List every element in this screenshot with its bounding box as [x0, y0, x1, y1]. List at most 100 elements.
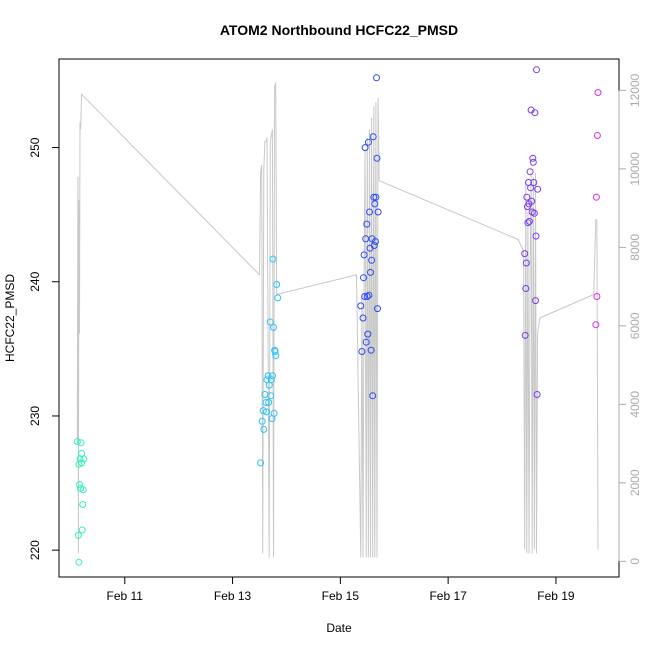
data-point: [533, 391, 541, 398]
data-point: [593, 132, 601, 139]
data-point: [78, 459, 86, 467]
data-point: [270, 409, 278, 417]
data-point: [534, 185, 542, 193]
data-point: [526, 168, 534, 176]
data-point: [364, 330, 372, 338]
x-tick-label: Feb 17: [429, 589, 467, 603]
data-point: [368, 256, 376, 264]
x-tick-label: Feb 15: [322, 589, 360, 603]
x-tick-label: Feb 13: [214, 589, 252, 603]
x-axis: Feb 11 Feb 13 Feb 15 Feb 17 Feb 19: [107, 576, 575, 603]
data-point: [373, 154, 381, 162]
right-y-tick-label: 4000: [628, 391, 642, 418]
data-point: [363, 220, 371, 228]
data-point: [79, 486, 87, 494]
right-y-tick-label: 10000: [628, 152, 642, 186]
altitude-line: [76, 82, 599, 558]
data-point: [75, 558, 83, 566]
data-point: [76, 480, 83, 488]
data-point: [528, 197, 536, 205]
data-point: [358, 348, 366, 355]
data-point: [530, 209, 538, 217]
series-1: [73, 438, 88, 566]
data-point: [362, 338, 370, 346]
data-point: [267, 376, 275, 384]
right-y-tick-label: 12000: [628, 73, 642, 107]
right-y-tick-label: 2000: [628, 469, 642, 496]
data-point: [263, 408, 270, 416]
data-point: [259, 407, 267, 415]
data-point: [366, 208, 373, 216]
data-point: [364, 138, 372, 146]
data-point: [258, 417, 266, 425]
data-point: [370, 193, 378, 201]
data-point: [274, 294, 282, 302]
data-point: [592, 193, 600, 201]
data-point: [593, 293, 601, 300]
data-point: [522, 285, 530, 292]
data-point: [533, 66, 540, 74]
data-point: [369, 133, 377, 141]
right-y-tick-label: 0: [628, 558, 642, 565]
data-points-layer: [73, 66, 602, 566]
data-point: [77, 439, 85, 447]
data-point: [527, 184, 535, 192]
data-point: [529, 158, 537, 166]
data-point: [80, 455, 88, 463]
data-point: [360, 274, 367, 282]
data-point: [266, 318, 274, 326]
data-point: [531, 109, 539, 117]
data-point: [522, 259, 530, 267]
data-point: [532, 232, 540, 240]
data-point: [369, 392, 377, 400]
data-point: [594, 89, 602, 96]
right-y-axis: 0 2000 4000 6000 8000 10000 12000: [618, 73, 642, 565]
data-point: [526, 217, 533, 225]
data-point: [265, 399, 273, 406]
x-tick-label: Feb 11: [107, 589, 144, 603]
series-3: [357, 74, 382, 400]
x-tick-label: Feb 19: [537, 589, 575, 603]
data-point: [374, 305, 381, 313]
data-point: [367, 346, 375, 354]
y-axis: 220 230 240 250: [28, 137, 60, 560]
data-point: [363, 293, 371, 300]
y-tick-label: 250: [28, 137, 42, 157]
series-2: [257, 255, 282, 467]
series-5: [592, 89, 602, 329]
data-point: [523, 193, 531, 201]
data-point: [524, 219, 532, 227]
data-point: [367, 268, 374, 276]
data-point: [273, 281, 281, 288]
series-4: [521, 66, 542, 398]
y-axis-label: HCFC22_PMSD: [3, 274, 17, 362]
chart-title: ATOM2 Northbound HCFC22_PMSD: [220, 22, 458, 38]
data-point: [78, 526, 86, 534]
data-point: [371, 200, 379, 208]
data-point: [521, 250, 529, 258]
y-tick-label: 220: [28, 540, 42, 560]
x-axis-label: Date: [326, 621, 352, 635]
data-point: [360, 251, 368, 259]
data-point: [372, 193, 380, 201]
data-point: [592, 321, 600, 329]
data-point: [370, 242, 378, 249]
right-y-tick-label: 8000: [628, 234, 642, 261]
data-point: [359, 314, 367, 322]
data-point: [270, 323, 277, 331]
data-point: [374, 208, 382, 216]
data-point: [271, 348, 279, 355]
data-point: [79, 501, 87, 508]
y-tick-label: 240: [28, 271, 42, 291]
right-y-tick-label: 6000: [628, 312, 642, 339]
y-tick-label: 230: [28, 406, 42, 426]
data-point: [530, 179, 538, 186]
data-point: [371, 238, 379, 245]
data-point: [373, 74, 380, 82]
data-point: [262, 399, 270, 406]
data-point: [272, 352, 280, 360]
data-point: [529, 154, 537, 162]
data-point: [365, 291, 373, 299]
